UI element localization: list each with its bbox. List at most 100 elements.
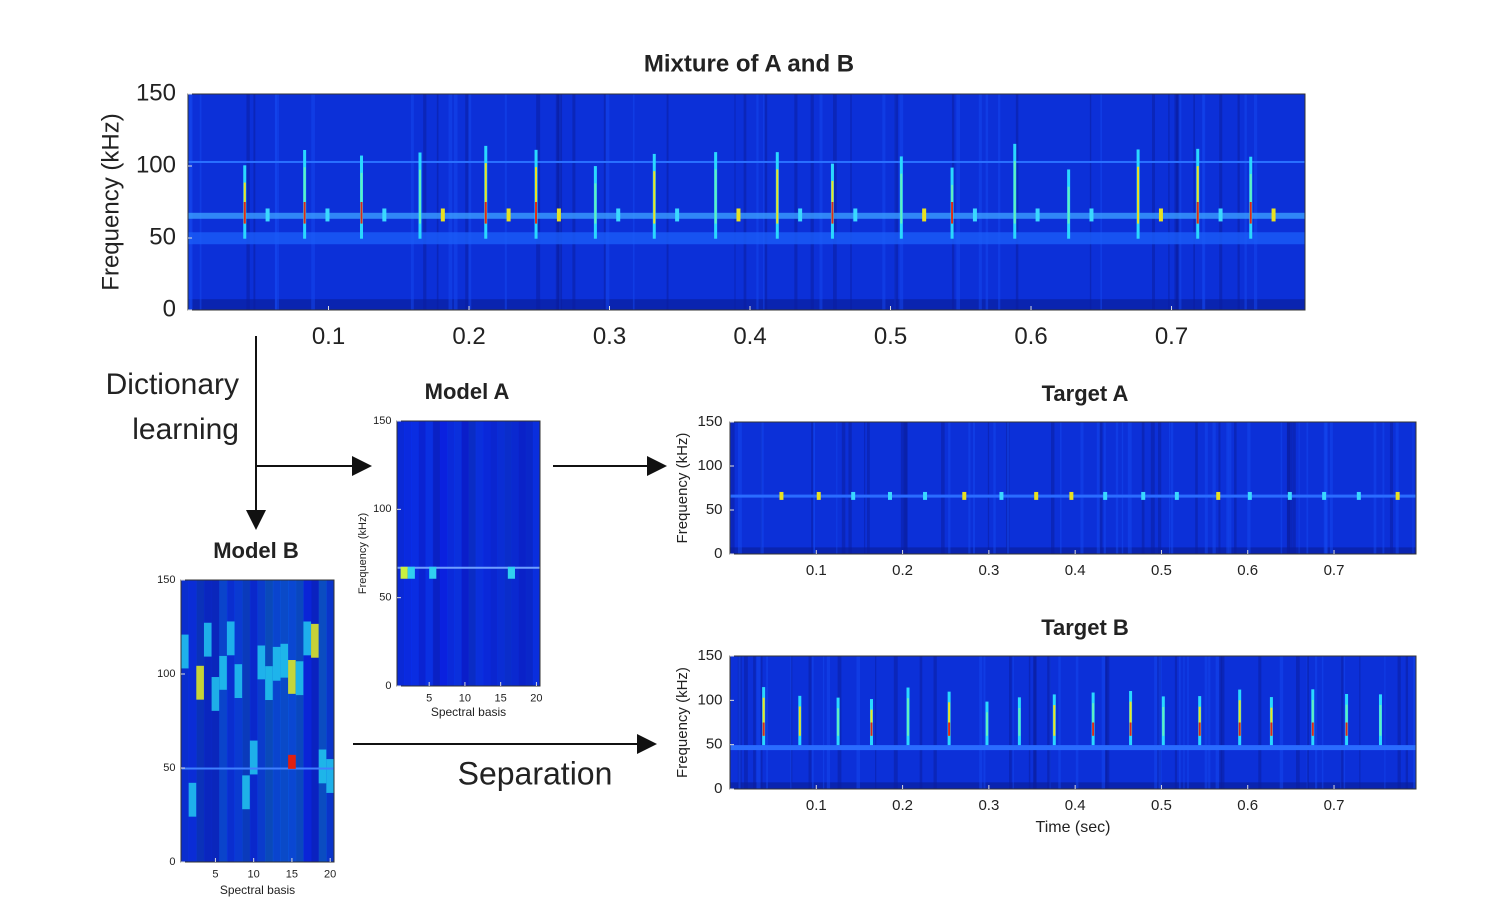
noise-column: [956, 94, 961, 310]
basis-column: [497, 421, 505, 686]
call-core: [303, 167, 306, 224]
noise-column: [423, 94, 427, 310]
basis-column: [234, 580, 243, 862]
blip: [887, 491, 892, 500]
noise-column: [1033, 656, 1037, 789]
basis-peak: [226, 621, 235, 656]
call-core: [535, 167, 538, 224]
blip: [616, 208, 621, 222]
noise-column: [274, 94, 279, 310]
noise-column: [760, 422, 764, 554]
noise-column: [448, 94, 453, 310]
noise-column: [1212, 422, 1216, 554]
noise-column: [1080, 422, 1084, 554]
noise-column: [894, 94, 899, 310]
noise-column: [1051, 422, 1055, 554]
call-peak: [1345, 722, 1348, 736]
basis-column: [311, 580, 320, 862]
call-peak: [360, 202, 363, 224]
noise-column: [1280, 422, 1283, 554]
blip: [962, 491, 967, 500]
y-tick-label: 50: [706, 736, 723, 753]
noise-column: [819, 94, 823, 310]
step-label: Dictionary: [106, 368, 239, 401]
noise-column: [813, 422, 815, 554]
call-core: [1013, 161, 1016, 224]
y-tick-label: 150: [697, 413, 722, 430]
noise-column: [1208, 656, 1211, 789]
blip: [1034, 491, 1039, 500]
noise-column: [1154, 656, 1158, 789]
noise-column: [1324, 422, 1328, 554]
basis-peak: [288, 754, 296, 769]
plot-frame: [180, 579, 335, 863]
noise-column: [1158, 422, 1162, 554]
y-tick-label: 0: [169, 856, 175, 868]
basis-band: [397, 566, 540, 569]
x-tick-label: 0.7: [1324, 562, 1345, 579]
noise-column: [866, 422, 870, 554]
x-tick-label: 0.2: [892, 562, 913, 579]
noise-column: [919, 656, 923, 789]
basis-column: [518, 421, 527, 686]
noise-column: [1151, 94, 1155, 310]
noise-column: [737, 422, 742, 554]
call-peak: [951, 202, 954, 224]
call-core: [907, 698, 910, 736]
blip: [922, 208, 927, 222]
noise-column: [875, 656, 877, 789]
noise-column: [536, 94, 541, 310]
noise-column: [1247, 422, 1251, 554]
noise-column: [1321, 656, 1324, 789]
basis-column: [397, 421, 405, 686]
noise-column: [753, 656, 756, 789]
noise-column: [1012, 656, 1014, 789]
basis-peak: [288, 660, 296, 694]
y-tick-label: 150: [157, 574, 175, 586]
noise-column: [1105, 656, 1110, 789]
x-tick-label: 0.3: [978, 562, 999, 579]
x-tick-label: 0.2: [892, 797, 913, 814]
basis-column: [425, 421, 434, 686]
call-core: [653, 171, 656, 224]
noise-column: [666, 94, 669, 310]
noise-column: [1100, 94, 1103, 310]
blip: [972, 208, 977, 222]
basis-column: [181, 580, 190, 862]
noise-column: [1075, 656, 1079, 789]
x-tick-label: 20: [324, 869, 336, 881]
noise-column: [1141, 422, 1145, 554]
y-tick-label: 50: [163, 762, 175, 774]
blip: [1356, 491, 1361, 500]
y-tick-label: 0: [714, 780, 722, 797]
noise-column: [763, 94, 765, 310]
x-tick-label: 10: [248, 869, 260, 881]
call-peak: [1311, 722, 1314, 736]
blip: [851, 491, 856, 500]
panel-title: Model B: [213, 538, 299, 563]
basis-peak: [311, 623, 319, 658]
basis-column: [303, 580, 312, 862]
blip: [1158, 208, 1163, 222]
noise-column: [468, 94, 472, 310]
noise-column: [810, 94, 814, 310]
spectrogram-bg: [730, 656, 1416, 789]
basis-column: [447, 421, 455, 686]
x-tick-label: 0.3: [978, 797, 999, 814]
blip: [325, 208, 330, 222]
y-axis-label: Frequency (kHz): [674, 667, 691, 778]
x-tick-label: 0.6: [1237, 562, 1258, 579]
blip: [1141, 491, 1146, 500]
basis-column: [411, 421, 419, 686]
basis-column: [468, 421, 477, 686]
noise-column: [1059, 422, 1062, 554]
noise-column: [1103, 422, 1106, 554]
band: [188, 232, 1305, 245]
blip: [556, 208, 561, 222]
noise-column: [756, 94, 759, 310]
plot-frame: [729, 655, 1417, 790]
call-core: [1092, 703, 1095, 736]
noise-column: [572, 94, 576, 310]
noise-column: [1340, 656, 1344, 789]
call-peak: [948, 722, 951, 736]
